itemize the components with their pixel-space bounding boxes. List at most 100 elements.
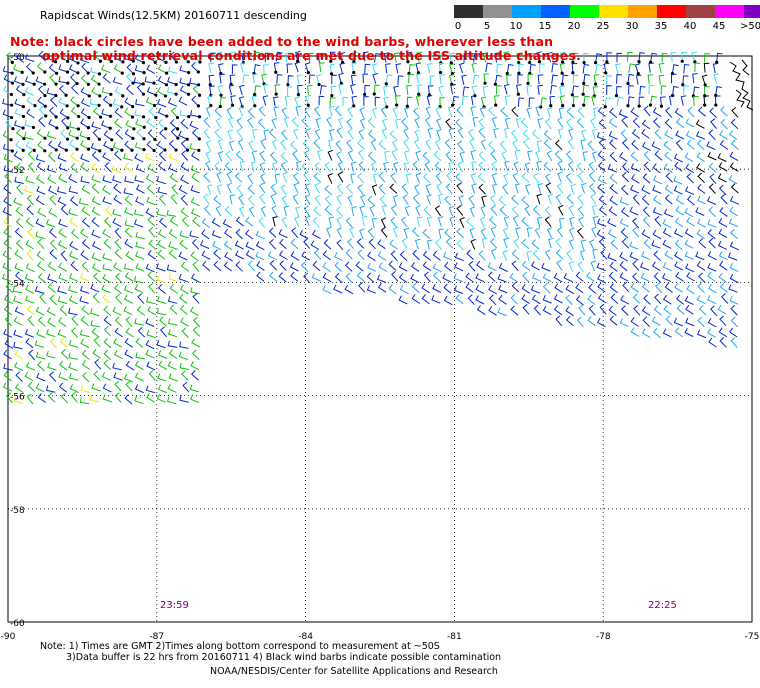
wind-barb xyxy=(694,62,701,73)
wind-barb xyxy=(324,205,333,216)
wind-barb xyxy=(454,262,464,272)
wind-barb xyxy=(46,164,57,173)
wind-barb xyxy=(114,228,122,239)
wind-barb xyxy=(49,194,57,206)
wind-barb xyxy=(518,63,525,74)
wind-barb xyxy=(439,97,446,107)
contamination-marker xyxy=(98,94,102,98)
wind-barb xyxy=(314,128,321,140)
wind-barb xyxy=(684,239,694,249)
wind-barb xyxy=(25,263,35,273)
contamination-marker xyxy=(526,81,530,86)
wind-barb xyxy=(279,250,288,260)
wind-barb xyxy=(509,272,519,283)
wind-barb xyxy=(112,175,122,184)
wind-barb xyxy=(635,74,642,85)
wind-barb xyxy=(465,282,474,293)
wind-barb xyxy=(289,140,298,152)
wind-barb xyxy=(648,84,655,95)
wind-barb xyxy=(228,140,235,151)
wind-barb xyxy=(47,174,57,185)
wind-barb xyxy=(566,107,575,118)
wind-barb xyxy=(294,216,300,227)
wind-barb xyxy=(125,251,134,261)
wind-barb xyxy=(307,85,313,95)
wind-barb xyxy=(57,153,67,162)
wind-barb xyxy=(416,51,423,62)
wind-barb xyxy=(609,173,618,184)
wind-barb xyxy=(294,61,301,73)
wind-barb xyxy=(559,85,565,96)
note-line-1: Note: black circles have been added to t… xyxy=(10,34,554,49)
wind-barb xyxy=(207,184,213,195)
wind-barb xyxy=(145,96,155,106)
wind-barb xyxy=(530,285,541,294)
contamination-marker xyxy=(570,93,574,97)
wind-barb xyxy=(366,272,375,283)
wind-barb xyxy=(457,161,463,173)
wind-barb xyxy=(26,108,35,119)
wind-barb xyxy=(641,229,651,239)
wind-barb xyxy=(301,116,309,128)
wind-barb xyxy=(37,393,47,403)
wind-barb xyxy=(607,229,617,239)
wind-barb xyxy=(15,162,24,174)
wind-barb xyxy=(511,249,520,261)
wind-barb xyxy=(542,305,552,316)
wind-barb xyxy=(395,63,401,74)
wind-barb xyxy=(590,193,597,205)
wind-barb xyxy=(59,85,67,96)
contamination-marker xyxy=(43,104,47,108)
wind-barb xyxy=(471,183,477,194)
contamination-marker xyxy=(174,148,178,152)
wind-barb xyxy=(718,327,728,338)
wind-barb xyxy=(102,196,112,205)
wind-barb xyxy=(316,74,322,85)
wind-barb xyxy=(338,117,344,129)
wind-barb xyxy=(191,151,200,161)
wind-barb xyxy=(693,96,699,106)
wind-barb xyxy=(458,195,465,206)
wind-barb xyxy=(647,74,654,85)
wind-barb xyxy=(662,218,672,228)
wind-barb xyxy=(35,383,45,393)
wind-barb xyxy=(696,261,706,271)
wind-barb xyxy=(2,130,12,141)
wind-barb xyxy=(449,216,456,227)
contamination-marker xyxy=(142,71,146,75)
wind-barb xyxy=(336,239,344,251)
wind-barb xyxy=(522,304,530,315)
wind-barb xyxy=(392,139,398,151)
wind-barb xyxy=(304,62,311,73)
wind-barb xyxy=(483,73,490,84)
wind-barb xyxy=(250,161,257,172)
wind-barb xyxy=(324,195,332,207)
wind-barb xyxy=(292,150,299,162)
contamination-marker xyxy=(164,60,168,64)
wind-barb xyxy=(146,184,155,195)
wind-barb xyxy=(384,150,390,161)
wind-barb xyxy=(478,127,486,139)
contamination-marker xyxy=(560,71,564,75)
wind-barb xyxy=(47,261,57,272)
wind-barb xyxy=(487,262,497,272)
wind-barb xyxy=(314,182,320,194)
wind-barb xyxy=(13,329,23,338)
wind-barb xyxy=(239,62,246,73)
wind-barb xyxy=(93,272,101,283)
wind-barb xyxy=(60,349,69,360)
wind-barb xyxy=(168,139,177,151)
wind-barb xyxy=(235,216,245,227)
wind-barb xyxy=(244,229,254,240)
wind-barb xyxy=(101,120,111,129)
wind-barb xyxy=(223,240,233,251)
wind-barb xyxy=(36,162,46,172)
wind-barb xyxy=(156,209,167,217)
wind-barb xyxy=(652,185,662,194)
wind-barb xyxy=(191,95,199,107)
wind-barb xyxy=(494,95,500,106)
wind-barb xyxy=(521,195,530,207)
wind-barb xyxy=(536,51,542,62)
wind-barb xyxy=(592,86,599,97)
wind-barb xyxy=(449,63,455,74)
